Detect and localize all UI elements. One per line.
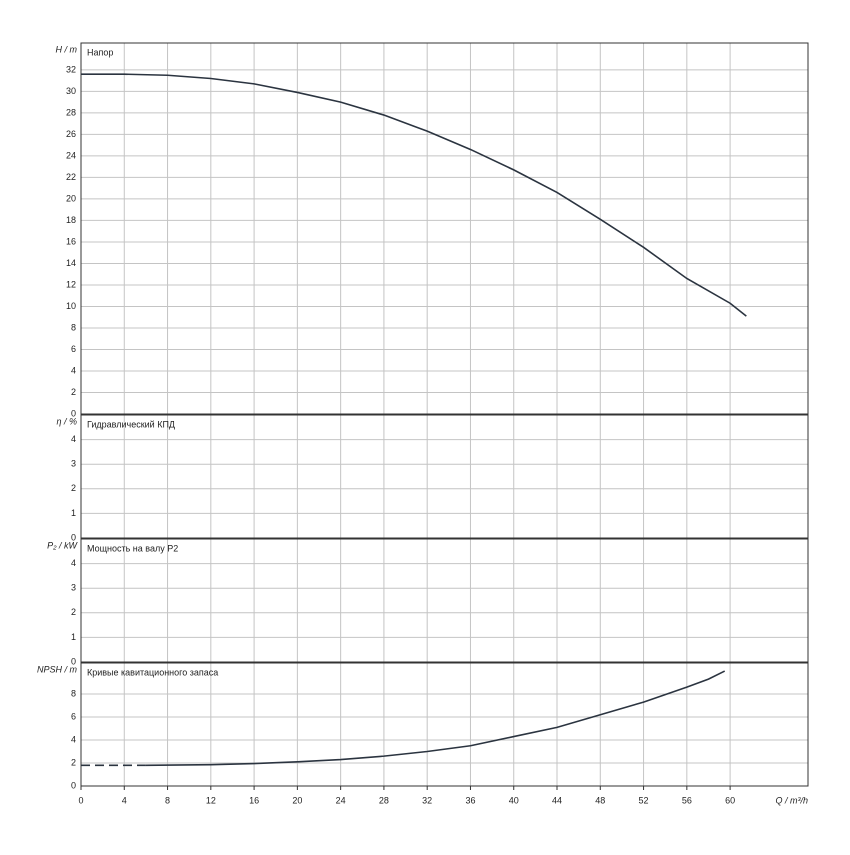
- x-tick-label: 40: [509, 795, 519, 805]
- y-tick-label: 3: [71, 459, 76, 469]
- curve: [81, 73, 747, 317]
- panel-title: Кривые кавитационного запаса: [87, 667, 218, 677]
- y-tick-label: 2: [71, 757, 76, 767]
- y-tick-label: 2: [71, 483, 76, 493]
- y-axis-label: P₂ / kW: [47, 540, 78, 550]
- x-tick-label: 20: [292, 795, 302, 805]
- y-tick-label: 16: [66, 236, 76, 246]
- y-tick-label: 20: [66, 193, 76, 203]
- y-tick-label: 24: [66, 150, 76, 160]
- x-tick-label: 16: [249, 795, 259, 805]
- y-tick-label: 4: [71, 365, 76, 375]
- y-tick-label: 4: [71, 734, 76, 744]
- x-tick-label: 48: [595, 795, 605, 805]
- y-tick-label: 12: [66, 279, 76, 289]
- y-tick-label: 14: [66, 258, 76, 268]
- x-tick-label: 56: [682, 795, 692, 805]
- panel-title: Мощность на валу P2: [87, 543, 178, 553]
- y-tick-label: 2: [71, 387, 76, 397]
- x-tick-label: 4: [122, 795, 127, 805]
- y-tick-label: 0: [71, 408, 76, 418]
- y-tick-label: 3: [71, 583, 76, 593]
- curve: [145, 670, 726, 767]
- x-tick-label: 24: [336, 795, 346, 805]
- y-tick-label: 4: [71, 558, 76, 568]
- y-tick-label: 6: [71, 344, 76, 354]
- x-tick-label: 28: [379, 795, 389, 805]
- y-tick-label: 26: [66, 129, 76, 139]
- panel-frame: [80, 414, 809, 539]
- panel-frame: [80, 662, 809, 787]
- y-tick-label: 32: [66, 64, 76, 74]
- x-tick-label: 8: [165, 795, 170, 805]
- y-tick-label: 1: [71, 632, 76, 642]
- y-tick-label: 22: [66, 172, 76, 182]
- y-tick-label: 28: [66, 107, 76, 117]
- x-tick-label: 44: [552, 795, 562, 805]
- x-tick-label: 52: [639, 795, 649, 805]
- y-tick-label: 30: [66, 86, 76, 96]
- panel-frame: [80, 538, 809, 663]
- x-tick-label: 60: [725, 795, 735, 805]
- x-tick-label: 0: [78, 795, 83, 805]
- y-tick-label: 0: [71, 780, 76, 790]
- y-axis-label: η / %: [56, 416, 77, 426]
- x-tick-label: 12: [206, 795, 216, 805]
- y-tick-label: 10: [66, 301, 76, 311]
- panel-title: Гидравлический КПД: [87, 419, 175, 429]
- y-axis-label: NPSH / m: [37, 664, 78, 674]
- y-tick-label: 18: [66, 215, 76, 225]
- y-tick-label: 0: [71, 656, 76, 666]
- panel-frame: [80, 42, 809, 415]
- y-tick-label: 8: [71, 688, 76, 698]
- panel-title: Напор: [87, 47, 113, 57]
- y-tick-label: 6: [71, 711, 76, 721]
- y-tick-label: 2: [71, 607, 76, 617]
- y-tick-label: 4: [71, 434, 76, 444]
- x-tick-label: 36: [465, 795, 475, 805]
- y-tick-label: 8: [71, 322, 76, 332]
- y-tick-label: 0: [71, 532, 76, 542]
- y-tick-label: 1: [71, 508, 76, 518]
- y-axis-label: H / m: [56, 44, 78, 54]
- x-axis-label: Q / m³/h: [775, 795, 808, 805]
- x-tick-label: 32: [422, 795, 432, 805]
